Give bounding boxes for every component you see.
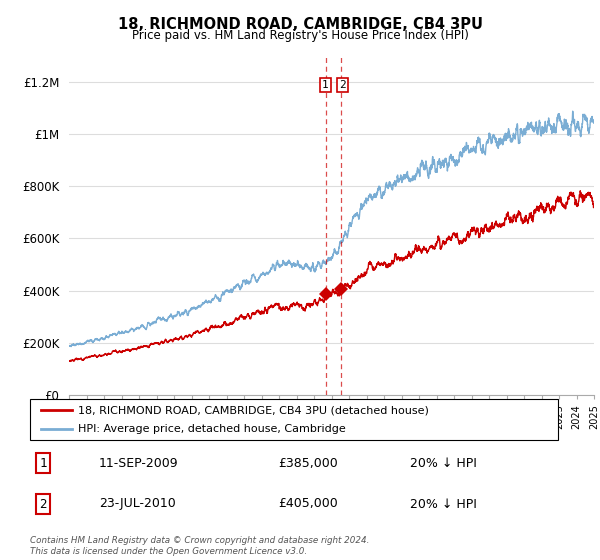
- Text: Price paid vs. HM Land Registry's House Price Index (HPI): Price paid vs. HM Land Registry's House …: [131, 29, 469, 42]
- Text: 2: 2: [40, 497, 47, 511]
- Text: 1: 1: [40, 457, 47, 470]
- Text: HPI: Average price, detached house, Cambridge: HPI: Average price, detached house, Camb…: [77, 424, 345, 433]
- Text: £385,000: £385,000: [278, 457, 338, 470]
- Text: 1: 1: [322, 80, 329, 90]
- Text: Contains HM Land Registry data © Crown copyright and database right 2024.
This d: Contains HM Land Registry data © Crown c…: [30, 536, 370, 556]
- Text: 20% ↓ HPI: 20% ↓ HPI: [410, 497, 477, 511]
- Text: 18, RICHMOND ROAD, CAMBRIDGE, CB4 3PU: 18, RICHMOND ROAD, CAMBRIDGE, CB4 3PU: [118, 17, 482, 32]
- Text: 20% ↓ HPI: 20% ↓ HPI: [410, 457, 477, 470]
- Text: 18, RICHMOND ROAD, CAMBRIDGE, CB4 3PU (detached house): 18, RICHMOND ROAD, CAMBRIDGE, CB4 3PU (d…: [77, 405, 428, 415]
- Text: 11-SEP-2009: 11-SEP-2009: [98, 457, 178, 470]
- Text: 23-JUL-2010: 23-JUL-2010: [98, 497, 175, 511]
- FancyBboxPatch shape: [30, 399, 558, 440]
- Text: 2: 2: [339, 80, 346, 90]
- Text: £405,000: £405,000: [278, 497, 338, 511]
